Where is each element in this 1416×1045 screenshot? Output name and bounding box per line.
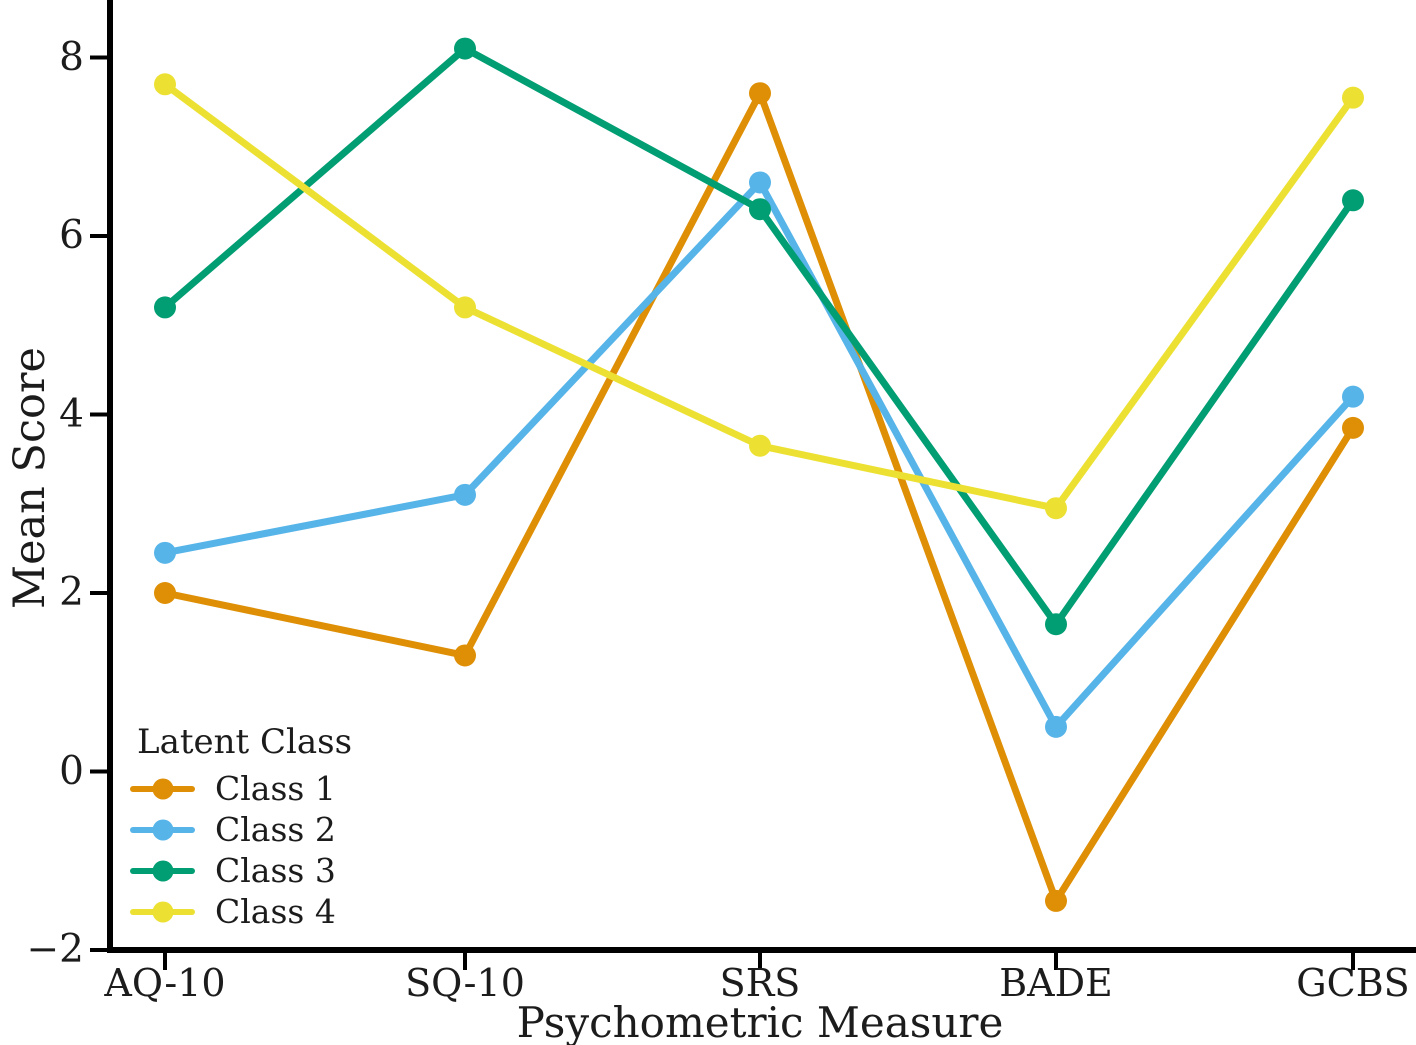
legend-item-class-1: Class 1 xyxy=(130,768,352,809)
data-point-class-2-aq-10 xyxy=(154,541,176,564)
legend-title: Latent Class xyxy=(137,722,353,762)
legend-item-label-class-3: Class 3 xyxy=(215,851,336,890)
legend-dot-class-4 xyxy=(152,901,173,922)
legend-marker-class-3 xyxy=(130,860,195,882)
x-tick-label-gcbs: GCBS xyxy=(1296,961,1410,1005)
legend-items: Class 1 Class 2 Class 3 Class 4 xyxy=(130,768,352,932)
x-tick-label-bade: BADE xyxy=(999,961,1113,1005)
legend-dot-class-3 xyxy=(152,860,173,881)
data-point-class-2-bade xyxy=(1045,715,1067,738)
y-tick-label-6: 6 xyxy=(59,213,84,258)
legend-marker-class-2 xyxy=(130,819,195,841)
legend-item-class-2: Class 2 xyxy=(130,809,352,850)
data-point-class-1-gcbs xyxy=(1342,416,1364,439)
y-tick-label-4: 4 xyxy=(59,391,84,437)
legend-item-class-4: Class 4 xyxy=(130,891,352,932)
data-point-class-4-sq-10 xyxy=(454,296,476,319)
x-tick-label-srs: SRS xyxy=(719,961,801,1005)
legend-dot-class-2 xyxy=(152,819,173,840)
data-point-class-3-bade xyxy=(1045,613,1067,636)
data-point-class-1-aq-10 xyxy=(154,582,176,604)
data-point-class-4-gcbs xyxy=(1342,86,1364,109)
data-point-class-4-bade xyxy=(1045,497,1067,520)
x-axis-title: Psychometric Measure xyxy=(516,998,1004,1045)
data-point-class-3-srs xyxy=(749,198,771,221)
x-tick-label-aq-10: AQ-10 xyxy=(104,961,226,1005)
y-tick-label-0: 0 xyxy=(59,748,84,794)
legend-item-label-class-2: Class 2 xyxy=(215,810,336,849)
data-point-class-1-sq-10 xyxy=(454,644,476,667)
data-point-class-1-bade xyxy=(1045,889,1067,912)
legend-item-label-class-4: Class 4 xyxy=(215,892,336,931)
legend: Latent Class Class 1 Class 2 Class 3 Class … xyxy=(130,722,352,932)
data-point-class-2-srs xyxy=(749,171,771,194)
legend-marker-class-4 xyxy=(130,901,195,923)
data-point-class-3-sq-10 xyxy=(454,37,476,60)
legend-item-class-3: Class 3 xyxy=(130,850,352,891)
data-point-class-3-gcbs xyxy=(1342,189,1364,212)
y-tick-label-2: −2 xyxy=(26,927,85,972)
series-line-class-3 xyxy=(161,45,1357,628)
data-point-class-4-srs xyxy=(749,434,771,457)
data-point-class-2-gcbs xyxy=(1342,385,1364,408)
data-point-class-3-aq-10 xyxy=(154,296,176,319)
data-point-class-1-srs xyxy=(749,82,771,105)
legend-dot-class-1 xyxy=(152,778,173,799)
data-point-class-2-sq-10 xyxy=(454,483,476,506)
legend-marker-class-1 xyxy=(130,778,195,800)
y-axis-title: Mean Score xyxy=(5,347,55,609)
legend-item-label-class-1: Class 1 xyxy=(215,769,336,808)
x-tick-label-sq-10: SQ-10 xyxy=(405,961,525,1005)
y-tick-label-2: 2 xyxy=(59,570,84,615)
y-tick-label-8: 8 xyxy=(59,34,84,80)
data-point-class-4-aq-10 xyxy=(154,73,176,96)
